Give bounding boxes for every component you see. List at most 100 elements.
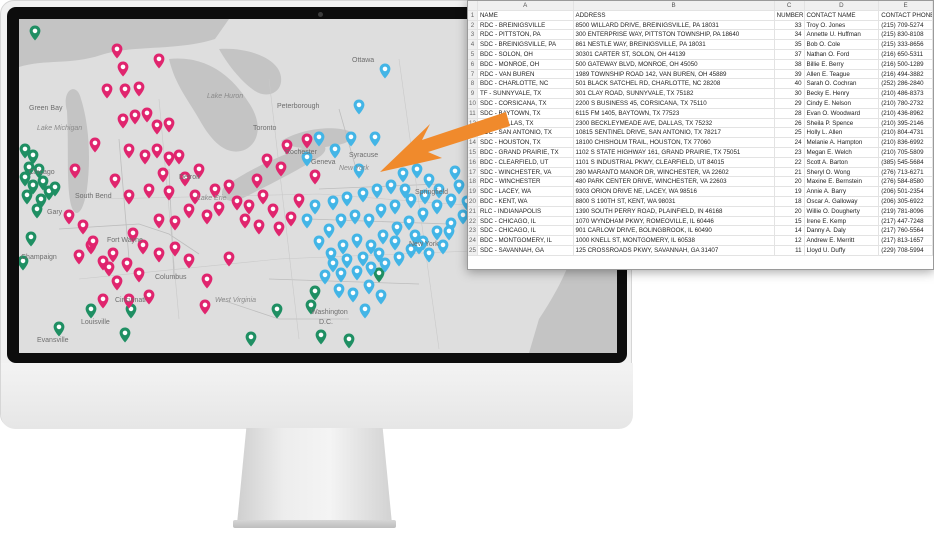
address-cell[interactable]: 901 CARLOW DRIVE, BOLINGBROOK, IL 60490 bbox=[574, 226, 775, 236]
contact-name-cell[interactable]: Sarah O. Cochran bbox=[805, 79, 880, 89]
number-cell[interactable]: 34 bbox=[775, 30, 805, 40]
name-cell[interactable]: SDC - SAVANNAH, GA bbox=[478, 245, 574, 255]
name-cell[interactable]: SDC - BREINIGSVILLE, PA bbox=[478, 40, 574, 49]
address-cell[interactable]: 18100 CHISHOLM TRAIL, HOUSTON, TX 77060 bbox=[574, 138, 775, 147]
row-number[interactable]: 21 bbox=[468, 206, 478, 216]
row-number[interactable]: 20 bbox=[468, 196, 478, 206]
contact-phone-cell[interactable]: (252) 286-2840 bbox=[879, 79, 933, 89]
address-cell[interactable]: 10815 SENTINEL DRIVE, SAN ANTONIO, TX 78… bbox=[574, 128, 775, 138]
number-cell[interactable]: 12 bbox=[775, 236, 805, 245]
row-number[interactable]: 22 bbox=[468, 216, 478, 226]
contact-phone-cell[interactable]: (210) 705-5809 bbox=[879, 147, 933, 157]
row-number[interactable]: 17 bbox=[468, 167, 478, 177]
number-cell[interactable]: 14 bbox=[775, 226, 805, 236]
number-cell[interactable]: 11 bbox=[775, 245, 805, 255]
contact-name-cell[interactable]: Scott A. Barton bbox=[805, 157, 880, 167]
contact-phone-cell[interactable]: (215) 333-8656 bbox=[879, 40, 933, 49]
address-cell[interactable]: 1070 WYNDHAM PKWY, ROMEOVILLE, IL 60446 bbox=[574, 216, 775, 226]
name-cell[interactable]: BDC - CHARLOTTE, NC bbox=[478, 79, 574, 89]
address-cell[interactable]: 2200 S BUSINESS 45, CORSICANA, TX 75110 bbox=[574, 98, 775, 108]
number-cell[interactable]: 39 bbox=[775, 69, 805, 79]
address-cell[interactable]: 501 BLACK SATCHEL RD, CHARLOTTE, NC 2820… bbox=[574, 79, 775, 89]
header-cell[interactable]: CONTACT PHONE bbox=[881, 10, 934, 20]
contact-name-cell[interactable]: Billie E. Berry bbox=[805, 59, 880, 69]
name-cell[interactable]: BDC - CLEARFIELD, UT bbox=[478, 157, 574, 167]
number-cell[interactable]: 24 bbox=[775, 138, 805, 147]
contact-name-cell[interactable]: Evan O. Woodward bbox=[805, 108, 880, 118]
name-cell[interactable]: SDC - CORSICANA, TX bbox=[478, 98, 574, 108]
name-cell[interactable]: SDC - SAN ANTONIO, TX bbox=[478, 128, 574, 138]
corner-cell[interactable] bbox=[468, 1, 478, 10]
contact-name-cell[interactable]: Troy O. Jones bbox=[805, 20, 880, 30]
contact-phone-cell[interactable]: (210) 836-6992 bbox=[879, 138, 933, 147]
contact-phone-cell[interactable]: (217) 813-1657 bbox=[879, 236, 933, 245]
number-cell[interactable]: 26 bbox=[775, 118, 805, 128]
contact-phone-cell[interactable]: (276) 713-6271 bbox=[879, 167, 933, 177]
row-number[interactable]: 6 bbox=[468, 59, 478, 69]
number-cell[interactable]: 28 bbox=[775, 108, 805, 118]
contact-name-cell[interactable]: Bob O. Cole bbox=[805, 40, 880, 49]
address-cell[interactable]: 8800 S 190TH ST, KENT, WA 98031 bbox=[574, 196, 775, 206]
contact-phone-cell[interactable]: (210) 486-8373 bbox=[879, 89, 933, 98]
number-cell[interactable]: 25 bbox=[775, 128, 805, 138]
number-cell[interactable]: 23 bbox=[775, 147, 805, 157]
contact-name-cell[interactable]: Becky E. Henry bbox=[805, 89, 880, 98]
address-cell[interactable]: 1989 TOWNSHIP ROAD 142, VAN BUREN, OH 45… bbox=[574, 69, 775, 79]
contact-phone-cell[interactable]: (206) 305-6922 bbox=[879, 196, 933, 206]
name-cell[interactable]: TF - SUNNYVALE, TX bbox=[478, 89, 574, 98]
contact-name-cell[interactable]: Megan E. Welch bbox=[805, 147, 880, 157]
name-cell[interactable]: BDC - MONROE, OH bbox=[478, 59, 574, 69]
contact-name-cell[interactable]: Willie O. Dougherty bbox=[805, 206, 880, 216]
name-cell[interactable]: BDC - SOLON, OH bbox=[478, 49, 574, 59]
row-number[interactable]: 23 bbox=[468, 226, 478, 236]
contact-phone-cell[interactable]: (210) 436-8962 bbox=[879, 108, 933, 118]
contact-name-cell[interactable]: Annette U. Huffman bbox=[805, 30, 880, 40]
contact-phone-cell[interactable]: (216) 500-1289 bbox=[879, 59, 933, 69]
name-cell[interactable]: SDC - CHICAGO, IL bbox=[478, 216, 574, 226]
contact-phone-cell[interactable]: (206) 501-2354 bbox=[879, 187, 933, 196]
name-cell[interactable]: BDC - KENT, WA bbox=[478, 196, 574, 206]
header-cell[interactable]: CONTACT NAME bbox=[805, 10, 880, 20]
number-cell[interactable]: 29 bbox=[775, 98, 805, 108]
name-cell[interactable]: BDC - GRAND PRAIRIE, TX bbox=[478, 147, 574, 157]
number-cell[interactable]: 38 bbox=[775, 59, 805, 69]
name-cell[interactable]: RDC - WINCHESTER bbox=[478, 177, 574, 187]
contact-name-cell[interactable]: Irene E. Kemp bbox=[805, 216, 880, 226]
contact-phone-cell[interactable]: (210) 804-4731 bbox=[879, 128, 933, 138]
contact-phone-cell[interactable]: (219) 781-8096 bbox=[879, 206, 933, 216]
address-cell[interactable]: 1390 SOUTH PERRY ROAD, PLAINFIELD, IN 46… bbox=[574, 206, 775, 216]
column-letter-c[interactable]: C bbox=[775, 1, 805, 10]
contact-phone-cell[interactable]: (216) 494-3882 bbox=[879, 69, 933, 79]
row-number[interactable]: 3 bbox=[468, 30, 478, 40]
row-number[interactable]: 10 bbox=[468, 98, 478, 108]
number-cell[interactable]: 21 bbox=[775, 167, 805, 177]
contact-name-cell[interactable]: Annie A. Barry bbox=[805, 187, 880, 196]
number-cell[interactable]: 15 bbox=[775, 216, 805, 226]
address-cell[interactable]: 6115 FM 1405, BAYTOWN, TX 77523 bbox=[574, 108, 775, 118]
address-cell[interactable]: 280 MARANTO MANOR DR, WINCHESTER, VA 226… bbox=[574, 167, 775, 177]
name-cell[interactable]: BDC - MONTGOMERY, IL bbox=[478, 236, 574, 245]
column-letter-a[interactable]: A bbox=[478, 1, 574, 10]
address-cell[interactable]: 30301 CARTER ST, SOLON, OH 44139 bbox=[574, 49, 775, 59]
contact-name-cell[interactable]: Maxine E. Bernstein bbox=[805, 177, 880, 187]
row-number[interactable]: 18 bbox=[468, 177, 478, 187]
address-cell[interactable]: 1000 KNELL ST, MONTGOMERY, IL 60538 bbox=[574, 236, 775, 245]
contact-phone-cell[interactable]: (217) 760-5564 bbox=[879, 226, 933, 236]
contact-name-cell[interactable]: Holly L. Allen bbox=[805, 128, 880, 138]
address-cell[interactable]: 125 CROSSROADS PKWY, SAVANNAH, GA 31407 bbox=[574, 245, 775, 255]
column-letter-d[interactable]: D bbox=[805, 1, 880, 10]
row-number[interactable]: 5 bbox=[468, 49, 478, 59]
name-cell[interactable]: RLC - INDIANAPOLIS bbox=[478, 206, 574, 216]
name-cell[interactable]: RDC - PITTSTON, PA bbox=[478, 30, 574, 40]
number-cell[interactable]: 18 bbox=[775, 196, 805, 206]
contact-phone-cell[interactable]: (215) 830-8108 bbox=[879, 30, 933, 40]
row-number[interactable]: 15 bbox=[468, 147, 478, 157]
contact-phone-cell[interactable]: (229) 708-5994 bbox=[879, 245, 933, 255]
name-cell[interactable]: SDC - CHICAGO, IL bbox=[478, 226, 574, 236]
contact-phone-cell[interactable]: (385) 545-5684 bbox=[879, 157, 933, 167]
header-cell[interactable]: NUMBER bbox=[776, 10, 805, 20]
address-cell[interactable]: 480 PARK CENTER DRIVE, WINCHESTER, VA 22… bbox=[574, 177, 775, 187]
header-cell[interactable]: ADDRESS bbox=[574, 10, 775, 20]
row-number[interactable]: 14 bbox=[468, 138, 478, 147]
name-cell[interactable]: SDC - BAYTOWN, TX bbox=[478, 108, 574, 118]
